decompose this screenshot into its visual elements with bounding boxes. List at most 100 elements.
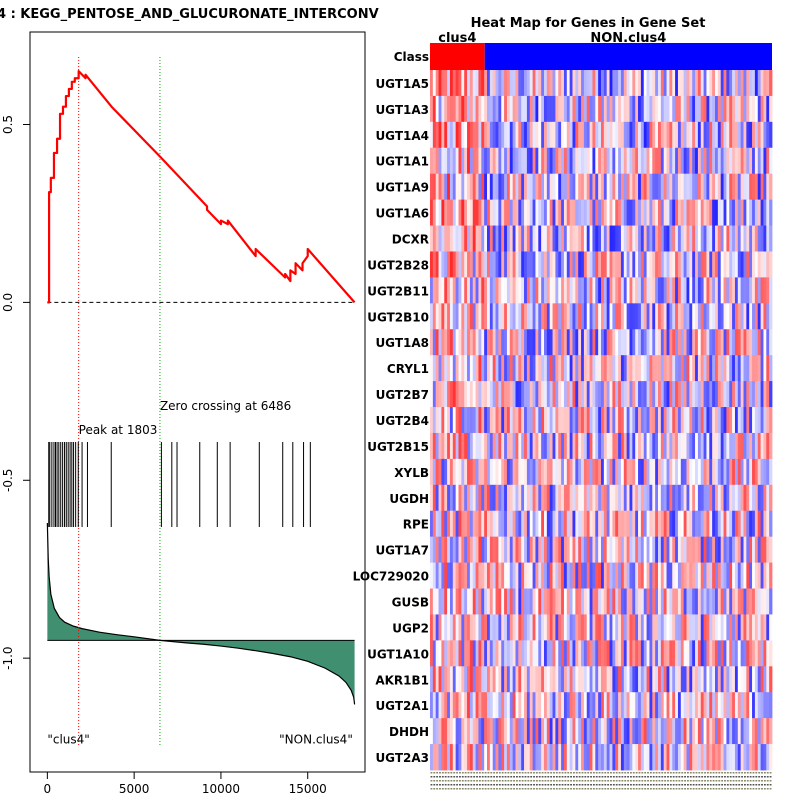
heatmap-cell <box>666 562 670 589</box>
heatmap-cell <box>592 70 596 97</box>
heatmap-cell <box>618 277 622 304</box>
sample-label-mark <box>678 780 681 782</box>
heatmap-cell <box>435 458 439 486</box>
heatmap-cell <box>697 251 702 278</box>
sample-label-mark <box>755 784 758 786</box>
sample-label-mark <box>726 772 729 774</box>
heatmap-cell <box>444 458 448 486</box>
heatmap-cell <box>572 199 576 226</box>
heatmap-cell <box>732 277 736 304</box>
heatmap-cell <box>612 251 616 278</box>
heatmap-cell <box>743 199 747 226</box>
heatmap-cell <box>609 121 613 149</box>
heatmap-cell <box>430 303 434 330</box>
heatmap-cell <box>643 666 647 693</box>
heatmap-cell <box>447 407 451 434</box>
heatmap-cell <box>449 536 454 563</box>
heatmap-cell <box>464 251 468 278</box>
heatmap-cell <box>455 458 459 486</box>
heatmap-cell <box>481 614 485 641</box>
heatmap-cell <box>521 121 525 149</box>
heatmap-cell <box>632 484 636 512</box>
heatmap-cell <box>581 147 585 175</box>
heatmap-cell <box>669 536 673 563</box>
heatmap-cell <box>649 536 653 563</box>
heatmap-cell <box>464 640 468 667</box>
heatmap-title: Heat Map for Genes in Gene Set <box>471 16 706 31</box>
heatmap-cell <box>663 225 667 252</box>
sample-label-mark <box>538 780 541 782</box>
heatmap-cell <box>697 484 702 512</box>
heatmap-cell <box>635 510 639 538</box>
heatmap-cell <box>555 458 559 486</box>
heatmap-cell <box>501 381 505 408</box>
heatmap-cell <box>498 121 502 149</box>
heatmap-cell <box>672 251 676 278</box>
sample-label-mark <box>498 772 501 774</box>
heatmap-cell <box>643 458 647 486</box>
heatmap-cell <box>572 588 576 615</box>
heatmap-cell <box>598 666 602 693</box>
heatmap-cell <box>743 666 747 693</box>
heatmap-cell <box>629 562 633 589</box>
heatmap-cell <box>561 199 565 226</box>
sample-label-mark <box>433 772 436 774</box>
heatmap-cell <box>663 562 667 589</box>
heatmap-cell <box>484 536 488 563</box>
heatmap-cell <box>632 588 636 615</box>
sample-label-mark <box>635 776 638 778</box>
heatmap-cell <box>492 484 496 512</box>
heatmap-cell <box>546 303 551 330</box>
heatmap-cell <box>734 588 739 615</box>
heatmap-cell <box>615 381 619 408</box>
heatmap-cell <box>526 458 531 486</box>
heatmap-cell <box>655 666 659 693</box>
heatmap-cell <box>467 562 471 589</box>
heatmap-cell <box>732 666 736 693</box>
sample-label-mark <box>530 788 533 790</box>
sample-label-mark <box>592 788 595 790</box>
heatmap-cell <box>638 744 642 771</box>
heatmap-cell <box>430 432 434 460</box>
heatmap-cell <box>586 666 590 693</box>
heatmap-cell <box>712 329 716 356</box>
heatmap-cell <box>555 355 559 382</box>
sample-label-mark <box>527 784 530 786</box>
heatmap-cell <box>472 407 476 434</box>
heatmap-cell <box>720 588 724 615</box>
heatmap-cell <box>518 666 522 693</box>
heatmap-cell <box>569 407 573 434</box>
heatmap-cell <box>475 225 479 252</box>
heatmap-cell <box>598 251 602 278</box>
heatmap-cell <box>643 536 647 563</box>
heatmap-cell <box>658 147 662 175</box>
heatmap-cell <box>672 329 676 356</box>
heatmap-cell <box>549 381 553 408</box>
heatmap-cell <box>432 484 437 512</box>
heatmap-cell <box>549 70 553 97</box>
sample-label-mark <box>706 788 709 790</box>
heatmap-cell <box>524 510 528 538</box>
heatmap-cell <box>723 614 727 641</box>
heatmap-cell <box>629 510 633 538</box>
heatmap-cell <box>546 510 551 538</box>
sample-label-mark <box>630 788 632 790</box>
heatmap-cell <box>472 458 476 486</box>
heatmap-cell <box>623 666 628 693</box>
heatmap-cell <box>618 173 622 201</box>
sample-label-mark <box>464 780 467 782</box>
heatmap-cell <box>566 640 571 667</box>
heatmap-cell <box>566 718 571 745</box>
heatmap-cell <box>675 70 679 97</box>
heatmap-cell <box>601 666 605 693</box>
heatmap-cell <box>529 614 533 641</box>
heatmap-cell <box>572 407 576 434</box>
heatmap-cell <box>697 536 702 563</box>
heatmap-cell <box>695 458 699 486</box>
sample-label-mark <box>661 788 664 790</box>
sample-label-mark <box>607 776 610 778</box>
heatmap-cell <box>715 225 719 252</box>
sample-label-mark <box>630 776 632 778</box>
heatmap-cell <box>461 614 465 641</box>
heatmap-cell <box>438 744 442 771</box>
